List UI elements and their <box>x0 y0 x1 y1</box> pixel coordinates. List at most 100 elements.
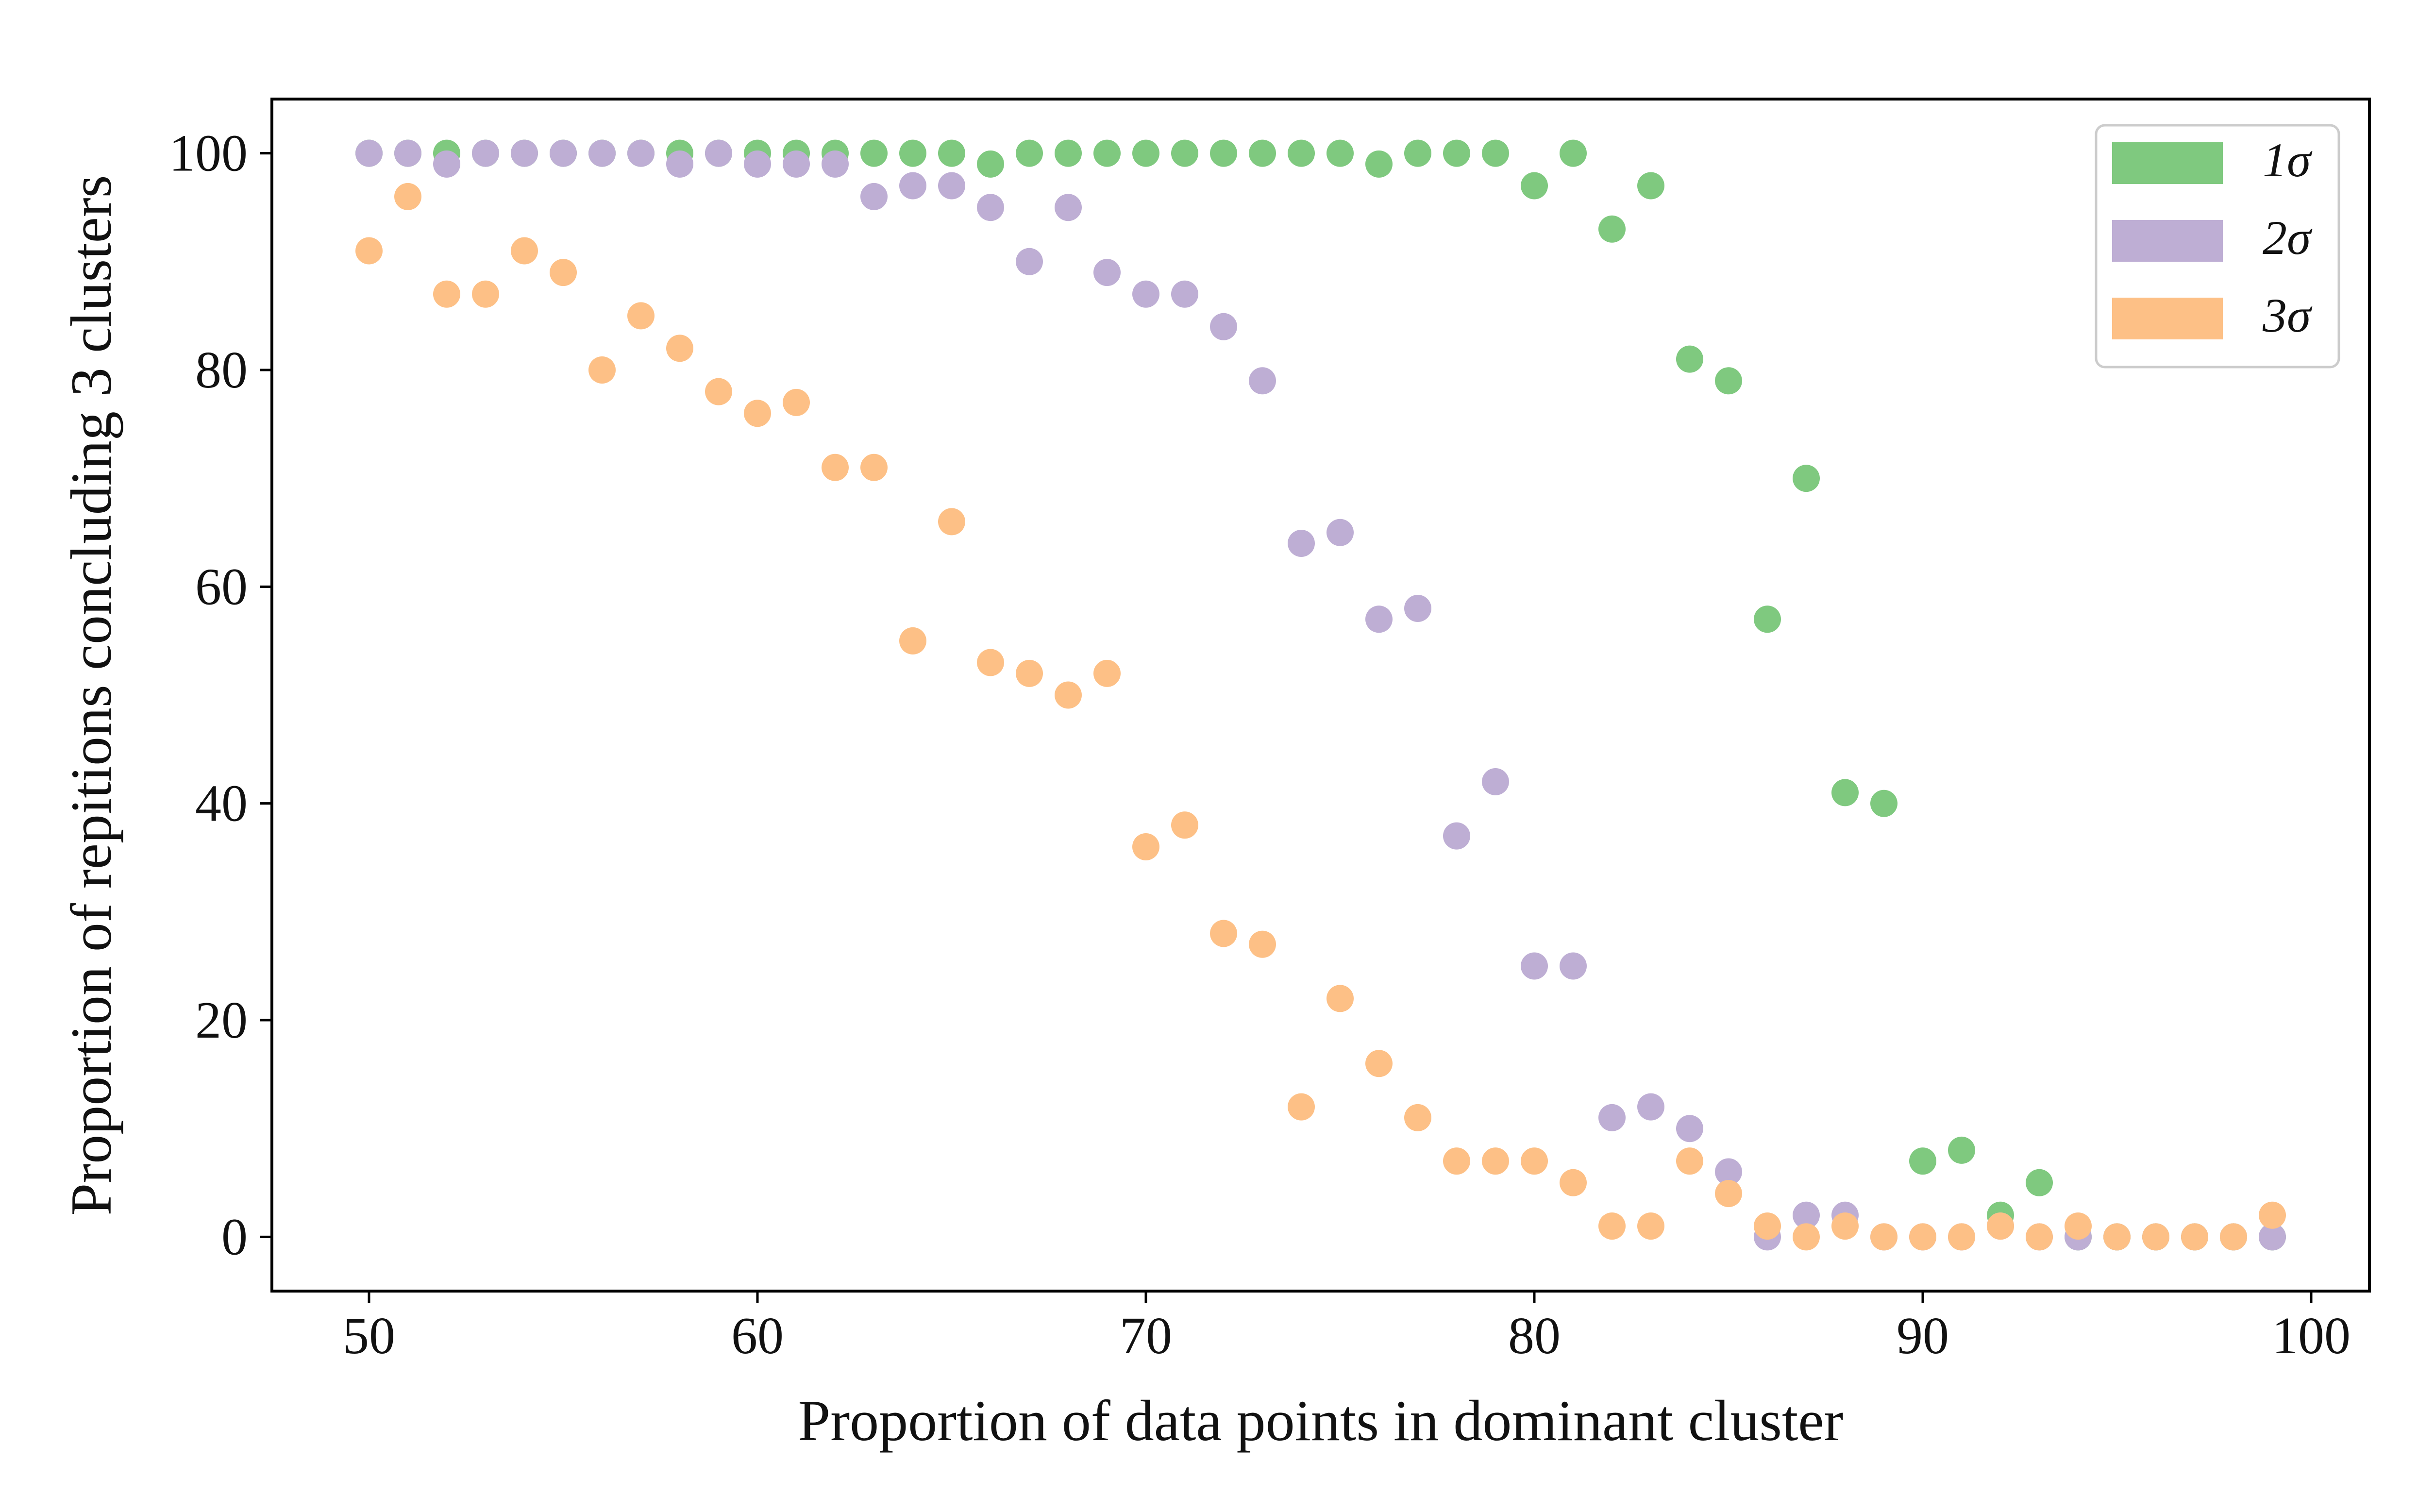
data-point-series-1 <box>899 139 926 167</box>
data-point-series-3 <box>860 454 888 481</box>
data-point-series-3 <box>2065 1212 2092 1240</box>
data-point-series-2 <box>511 139 538 167</box>
data-point-series-3 <box>899 627 926 655</box>
legend-label-series-2: 2σ <box>2263 211 2313 265</box>
data-point-series-1 <box>1404 139 1431 167</box>
data-point-series-3 <box>394 183 421 210</box>
data-point-series-3 <box>1598 1212 1626 1240</box>
data-point-series-3 <box>1482 1147 1509 1175</box>
data-point-series-3 <box>1948 1223 1975 1251</box>
x-tick-label: 90 <box>1897 1307 1949 1365</box>
data-point-series-3 <box>2220 1223 2247 1251</box>
data-point-series-1 <box>1754 605 1781 633</box>
data-point-series-2 <box>394 139 421 167</box>
data-point-series-3 <box>1715 1180 1742 1208</box>
data-point-series-1 <box>977 150 1004 178</box>
y-tick-label: 40 <box>195 775 248 833</box>
data-point-series-2 <box>744 150 771 178</box>
legend-swatch-series-2 <box>2112 220 2223 262</box>
data-point-series-3 <box>1288 1093 1315 1121</box>
data-point-series-2 <box>666 150 693 178</box>
data-point-series-3 <box>1754 1212 1781 1240</box>
data-point-series-3 <box>1404 1104 1431 1131</box>
data-point-series-3 <box>2103 1223 2131 1251</box>
data-point-series-3 <box>433 280 460 308</box>
data-point-series-3 <box>744 400 771 427</box>
data-point-series-3 <box>1521 1147 1548 1175</box>
data-point-series-2 <box>1598 1104 1626 1131</box>
data-point-series-3 <box>2181 1223 2208 1251</box>
data-point-series-2 <box>433 150 460 178</box>
x-axis-title: Proportion of data points in dominant cl… <box>798 1388 1843 1453</box>
data-point-series-2 <box>550 139 577 167</box>
data-point-series-2 <box>1482 768 1509 795</box>
data-point-series-3 <box>2026 1223 2053 1251</box>
data-point-series-3 <box>1249 930 1276 958</box>
data-point-series-2 <box>977 194 1004 221</box>
data-point-series-2 <box>938 172 965 200</box>
data-point-series-1 <box>1793 465 1820 492</box>
data-point-series-2 <box>627 139 655 167</box>
legend-swatch-series-3 <box>2112 298 2223 339</box>
data-point-series-2 <box>1249 367 1276 395</box>
data-point-series-3 <box>1560 1169 1587 1196</box>
legend-label-series-1: 1σ <box>2263 133 2313 187</box>
y-axis: 0 20 40 60 80 100 <box>169 125 272 1266</box>
data-point-series-3 <box>1055 681 1082 709</box>
data-point-series-3 <box>355 237 383 265</box>
data-point-series-1 <box>1676 345 1703 373</box>
data-point-series-1 <box>1598 215 1626 243</box>
data-point-series-3 <box>1365 1050 1393 1077</box>
legend-label-series-3: 3σ <box>2262 288 2313 342</box>
data-point-series-1 <box>1831 779 1859 806</box>
data-point-series-2 <box>1715 1158 1742 1186</box>
data-point-series-2 <box>1443 822 1470 850</box>
data-point-series-3 <box>1793 1223 1820 1251</box>
data-point-series-3 <box>705 378 732 405</box>
data-point-series-2 <box>1365 605 1393 633</box>
data-point-series-2 <box>472 139 499 167</box>
x-tick-label: 100 <box>2272 1307 2351 1365</box>
data-point-series-1 <box>1560 139 1587 167</box>
data-point-series-2 <box>705 139 732 167</box>
data-point-series-1 <box>1016 139 1043 167</box>
data-point-series-3 <box>472 280 499 308</box>
data-point-series-2 <box>1327 519 1354 546</box>
data-point-series-2 <box>1171 280 1198 308</box>
data-point-series-2 <box>899 172 926 200</box>
data-point-series-1 <box>1093 139 1121 167</box>
data-point-series-3 <box>1327 985 1354 1012</box>
data-point-series-1 <box>1365 150 1393 178</box>
data-point-series-3 <box>1676 1147 1703 1175</box>
y-tick-label: 100 <box>169 125 248 183</box>
data-point-series-1 <box>1521 172 1548 200</box>
data-point-series-1 <box>1870 790 1897 817</box>
data-point-series-1 <box>1948 1136 1975 1164</box>
x-tick-label: 60 <box>731 1307 784 1365</box>
data-point-series-3 <box>666 335 693 362</box>
data-point-series-1 <box>1210 139 1237 167</box>
data-point-series-3 <box>2142 1223 2169 1251</box>
data-point-series-3 <box>1870 1223 1897 1251</box>
data-point-series-1 <box>1288 139 1315 167</box>
data-point-series-2 <box>1560 952 1587 980</box>
data-point-series-2 <box>1210 313 1237 340</box>
data-point-series-1 <box>1637 172 1664 200</box>
data-point-series-3 <box>511 237 538 265</box>
data-point-series-2 <box>588 139 616 167</box>
data-point-series-3 <box>1443 1147 1470 1175</box>
data-point-series-2 <box>1676 1115 1703 1142</box>
data-point-series-2 <box>1016 248 1043 275</box>
data-point-series-1 <box>1055 139 1082 167</box>
data-point-series-2 <box>1637 1093 1664 1121</box>
y-tick-label: 0 <box>221 1208 248 1266</box>
data-point-series-3 <box>938 508 965 536</box>
data-point-series-3 <box>1093 659 1121 687</box>
data-point-series-3 <box>588 356 616 384</box>
data-point-series-2 <box>783 150 810 178</box>
x-tick-label: 70 <box>1120 1307 1172 1365</box>
data-point-series-1 <box>2026 1169 2053 1196</box>
data-point-series-2 <box>860 183 888 210</box>
data-point-series-3 <box>550 259 577 286</box>
y-tick-label: 20 <box>195 991 248 1049</box>
